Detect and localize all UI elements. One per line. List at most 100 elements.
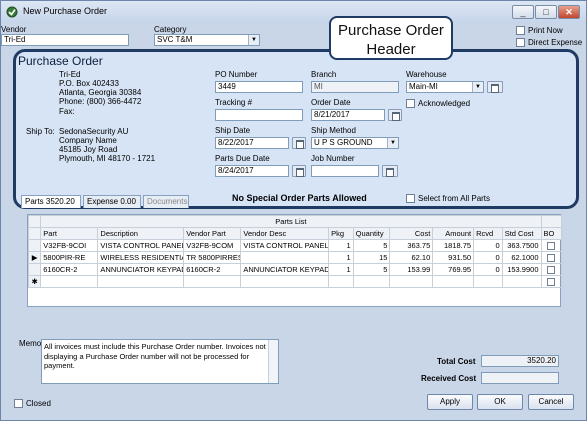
cell-std-cost[interactable]: 363.7500 (501, 239, 542, 252)
cell-empty[interactable] (97, 275, 185, 288)
close-button[interactable]: ✕ (558, 5, 580, 19)
warehouse-select[interactable]: Main-MI ▼ (406, 81, 484, 93)
col-vendor-part[interactable]: Vendor Part (183, 227, 242, 240)
cell-empty[interactable] (240, 275, 330, 288)
table-row-new[interactable]: ✱ (27, 275, 562, 288)
chevron-down-icon[interactable]: ▼ (472, 82, 483, 92)
table-row[interactable]: 6160CR-2 ANNUNCIATOR KEYPAD 6160CR-2 ANN… (27, 263, 562, 276)
col-amount[interactable]: Amount (432, 227, 475, 240)
col-part[interactable]: Part (40, 227, 99, 240)
cell-cost[interactable]: 62.10 (389, 251, 434, 264)
cell-description[interactable]: VISTA CONTROL PANEL (97, 239, 185, 252)
cell-empty[interactable] (389, 275, 434, 288)
bo-checkbox[interactable] (547, 242, 556, 250)
cell-vendor-desc[interactable]: VISTA CONTROL PANEL (240, 239, 330, 252)
truck-icon[interactable] (487, 81, 503, 93)
cell-bo[interactable] (540, 275, 562, 288)
cell-bo[interactable] (540, 263, 562, 276)
direct-expense-checkbox[interactable] (516, 38, 525, 47)
cell-quantity[interactable]: 15 (352, 251, 391, 264)
cell-amount[interactable]: 1818.75 (432, 239, 475, 252)
tracking-field[interactable] (215, 109, 303, 121)
col-vendor-desc[interactable]: Vendor Desc (240, 227, 330, 240)
cell-vendor-part[interactable]: 6160CR-2 (183, 263, 242, 276)
memo-textarea[interactable]: All invoices must include this Purchase … (41, 339, 279, 384)
cell-pkg[interactable]: 1 (328, 263, 354, 276)
po-number-field[interactable]: 3449 (215, 81, 303, 93)
cell-description[interactable]: WIRELESS RESIDENTIA (97, 251, 185, 264)
cell-rcvd[interactable]: 0 (473, 251, 503, 264)
col-cost[interactable]: Cost (389, 227, 434, 240)
cell-vendor-desc[interactable]: ANNUNCIATOR KEYPAD (240, 263, 330, 276)
col-quantity[interactable]: Quantity (352, 227, 391, 240)
col-rcvd[interactable]: Rcvd (473, 227, 503, 240)
maximize-button[interactable]: □ (535, 5, 557, 19)
memo-scrollbar[interactable] (268, 340, 278, 383)
tab-parts[interactable]: Parts 3520.20 (21, 195, 81, 208)
cell-amount[interactable]: 931.50 (432, 251, 475, 264)
cell-empty[interactable] (328, 275, 354, 288)
bo-checkbox[interactable] (547, 254, 556, 262)
ship-date-field[interactable]: 8/22/2017 (215, 137, 289, 149)
cell-vendor-part[interactable]: TR 5800PIRRES (183, 251, 242, 264)
cell-cost[interactable]: 363.75 (389, 239, 434, 252)
ship-date-calendar-icon[interactable] (292, 137, 306, 149)
cancel-button[interactable]: Cancel (528, 394, 574, 410)
cell-cost[interactable]: 153.99 (389, 263, 434, 276)
cell-empty[interactable] (352, 275, 391, 288)
job-number-field[interactable] (311, 165, 379, 177)
cell-std-cost[interactable]: 62.1000 (501, 251, 542, 264)
chevron-down-icon[interactable]: ▼ (387, 138, 398, 148)
cell-vendor-desc[interactable] (240, 251, 330, 264)
binoculars-icon[interactable] (382, 165, 398, 177)
cell-quantity[interactable]: 5 (352, 239, 391, 252)
col-description[interactable]: Description (97, 227, 185, 240)
order-date-field[interactable]: 8/21/2017 (311, 109, 385, 121)
table-row[interactable]: ▶ 5800PIR-RE WIRELESS RESIDENTIA TR 5800… (27, 251, 562, 264)
new-row-icon[interactable]: ✱ (27, 275, 42, 288)
ok-button[interactable]: OK (477, 394, 523, 410)
cell-pkg[interactable]: 1 (328, 239, 354, 252)
cell-bo[interactable] (540, 251, 562, 264)
category-select[interactable]: SVC T&M ▼ (154, 34, 260, 46)
cell-empty[interactable] (40, 275, 99, 288)
col-bo[interactable]: BO (540, 227, 562, 240)
cell-rcvd[interactable]: 0 (473, 239, 503, 252)
cell-quantity[interactable]: 5 (352, 263, 391, 276)
cell-empty[interactable] (432, 275, 475, 288)
row-selector[interactable] (27, 239, 42, 252)
bo-checkbox[interactable] (547, 266, 556, 274)
chevron-down-icon[interactable]: ▼ (248, 35, 259, 45)
closed-checkbox[interactable] (14, 399, 23, 408)
cell-rcvd[interactable]: 0 (473, 263, 503, 276)
cell-part[interactable]: 5800PIR-RE (40, 251, 99, 264)
col-pkg[interactable]: Pkg (328, 227, 354, 240)
select-all-parts-checkbox[interactable] (406, 194, 415, 203)
acknowledged-checkbox[interactable] (406, 99, 415, 108)
apply-button[interactable]: Apply (427, 394, 473, 410)
bo-checkbox[interactable] (547, 278, 556, 286)
row-selector[interactable] (27, 263, 42, 276)
cell-vendor-part[interactable]: V32FB-9COM (183, 239, 242, 252)
cell-part[interactable]: V32FB-9COI (40, 239, 99, 252)
cell-description[interactable]: ANNUNCIATOR KEYPAD (97, 263, 185, 276)
cell-part[interactable]: 6160CR-2 (40, 263, 99, 276)
ship-method-select[interactable]: U P S GROUND ▼ (311, 137, 399, 149)
parts-due-calendar-icon[interactable] (292, 165, 306, 177)
col-std-cost[interactable]: Std Cost (501, 227, 542, 240)
table-row[interactable]: V32FB-9COI VISTA CONTROL PANEL V32FB-9CO… (27, 239, 562, 252)
tab-expense[interactable]: Expense 0.00 (83, 195, 141, 208)
order-date-calendar-icon[interactable] (388, 109, 402, 121)
print-now-checkbox[interactable] (516, 26, 525, 35)
vendor-field[interactable]: Tri-Ed (1, 34, 129, 46)
cell-pkg[interactable]: 1 (328, 251, 354, 264)
cell-empty[interactable] (473, 275, 503, 288)
row-selector[interactable]: ▶ (27, 251, 42, 264)
cell-empty[interactable] (183, 275, 242, 288)
cell-std-cost[interactable]: 153.9900 (501, 263, 542, 276)
minimize-button[interactable]: _ (512, 5, 534, 19)
cell-bo[interactable] (540, 239, 562, 252)
parts-due-field[interactable]: 8/24/2017 (215, 165, 289, 177)
cell-empty[interactable] (501, 275, 542, 288)
tab-documents[interactable]: Documents (143, 195, 189, 208)
